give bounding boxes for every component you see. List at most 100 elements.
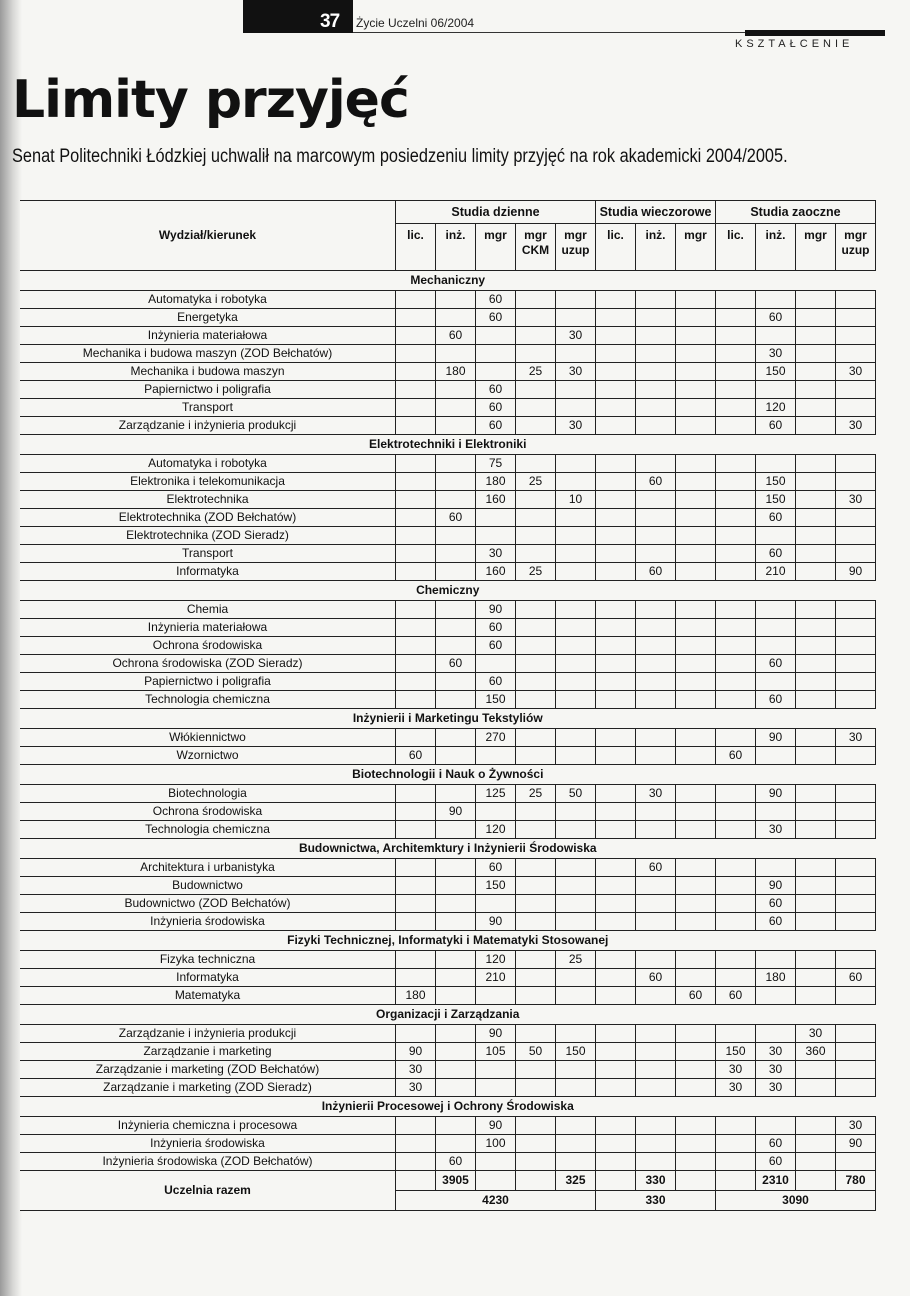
limit-cell xyxy=(675,618,716,637)
limit-cell: 60 xyxy=(435,508,476,527)
limit-cell: 30 xyxy=(755,1042,796,1061)
limit-cell xyxy=(835,526,876,545)
limit-cell xyxy=(795,1078,836,1097)
limit-cell: 60 xyxy=(755,508,796,527)
limit-cell xyxy=(515,1060,556,1079)
limit-cell: 25 xyxy=(555,950,596,969)
limit-cell xyxy=(835,636,876,655)
limit-cell: 60 xyxy=(475,416,516,435)
limit-cell: 30 xyxy=(835,728,876,747)
limit-cell: 30 xyxy=(635,784,676,803)
page-edge-shadow xyxy=(0,0,22,1296)
limit-cell xyxy=(395,894,436,913)
limit-cell xyxy=(635,344,676,363)
table-row: Włókiennictwo 270 90 30 xyxy=(20,728,876,747)
limit-cell xyxy=(675,672,716,691)
program-name: Automatyka i robotyka xyxy=(20,290,396,309)
limit-cell xyxy=(475,526,516,545)
limit-cell: 60 xyxy=(635,968,676,987)
program-name: Zarządzanie i inżynieria produkcji xyxy=(20,416,396,435)
limit-cell xyxy=(595,728,636,747)
limit-cell xyxy=(795,326,836,345)
table-row: Elektrotechnika (ZOD Bełchatów) 60 60 xyxy=(20,508,876,527)
program-name: Energetyka xyxy=(20,308,396,327)
limit-cell xyxy=(435,690,476,709)
limit-cell: 30 xyxy=(555,326,596,345)
limit-cell xyxy=(475,746,516,765)
page-number: 37 xyxy=(320,11,340,32)
limit-cell xyxy=(555,526,596,545)
limit-cell xyxy=(835,326,876,345)
table-row: Ochrona środowiska 60 xyxy=(20,636,876,655)
limit-cell xyxy=(635,690,676,709)
limit-cell xyxy=(715,820,756,839)
limit-cell xyxy=(555,820,596,839)
table-row: Automatyka i robotyka 75 xyxy=(20,454,876,473)
limit-cell xyxy=(715,344,756,363)
program-name: Matematyka xyxy=(20,986,396,1005)
limit-cell: 150 xyxy=(755,362,796,381)
limit-cell: 30 xyxy=(715,1060,756,1079)
program-name: Zarządzanie i marketing (ZOD Bełchatów) xyxy=(20,1060,396,1079)
limit-cell xyxy=(515,728,556,747)
limit-cell xyxy=(515,526,556,545)
limit-cell xyxy=(595,472,636,491)
limit-cell xyxy=(635,1078,676,1097)
limit-cell: 60 xyxy=(435,326,476,345)
limit-cell xyxy=(795,950,836,969)
limit-cell xyxy=(675,802,716,821)
limit-cell xyxy=(715,1116,756,1135)
program-name: Informatyka xyxy=(20,562,396,581)
limit-cell xyxy=(435,416,476,435)
limit-cell xyxy=(795,690,836,709)
group-total-cell: 4230 xyxy=(395,1190,596,1211)
program-name: Inżynieria chemiczna i procesowa xyxy=(20,1116,396,1135)
limit-cell xyxy=(555,290,596,309)
limit-cell: 105 xyxy=(475,1042,516,1061)
limit-cell xyxy=(835,600,876,619)
limit-cell xyxy=(755,326,796,345)
total-cell xyxy=(795,1170,836,1191)
header-rule xyxy=(353,32,885,33)
limit-cell xyxy=(675,1116,716,1135)
limit-cell xyxy=(675,562,716,581)
limit-cell xyxy=(595,490,636,509)
table-row: Technologia chemiczna 150 60 xyxy=(20,690,876,709)
limit-cell xyxy=(515,802,556,821)
table-row: Biotechnologia 125 25 50 30 90 xyxy=(20,784,876,803)
limit-cell xyxy=(835,1152,876,1171)
limit-cell xyxy=(795,308,836,327)
faculty-title: Organizacji i Zarządzania xyxy=(20,1004,876,1025)
table-row: Zarządzanie i inżynieria produkcji 90 30 xyxy=(20,1024,876,1043)
limit-cell xyxy=(595,454,636,473)
limit-cell xyxy=(595,308,636,327)
table-row: Papiernictwo i poligrafia 60 xyxy=(20,672,876,691)
limit-cell xyxy=(555,472,596,491)
table-row: Elektronika i telekomunikacja 180 25 60 150 xyxy=(20,472,876,491)
limit-cell xyxy=(595,820,636,839)
limit-cell xyxy=(555,746,596,765)
limit-cell xyxy=(515,416,556,435)
limit-cell xyxy=(515,894,556,913)
group-total-cell: 3090 xyxy=(715,1190,876,1211)
faculty-title: Inżynierii Procesowej i Ochrony Środowis… xyxy=(20,1096,876,1117)
program-name: Papiernictwo i poligrafia xyxy=(20,380,396,399)
limit-cell: 210 xyxy=(475,968,516,987)
table-row: Budownictwo 150 90 xyxy=(20,876,876,895)
limit-cell xyxy=(835,894,876,913)
limit-cell: 30 xyxy=(835,490,876,509)
limit-cell xyxy=(595,362,636,381)
total-cell xyxy=(515,1170,556,1191)
limit-cell xyxy=(795,876,836,895)
limit-cell xyxy=(555,380,596,399)
limit-cell xyxy=(395,454,436,473)
table-row: Inżynieria środowiska 90 60 xyxy=(20,912,876,931)
limit-cell xyxy=(635,728,676,747)
program-name: Włókiennictwo xyxy=(20,728,396,747)
limit-cell xyxy=(515,654,556,673)
limit-cell xyxy=(635,1116,676,1135)
program-name: Chemia xyxy=(20,600,396,619)
limit-cell xyxy=(675,600,716,619)
limit-cell: 100 xyxy=(475,1134,516,1153)
limit-cell xyxy=(675,380,716,399)
